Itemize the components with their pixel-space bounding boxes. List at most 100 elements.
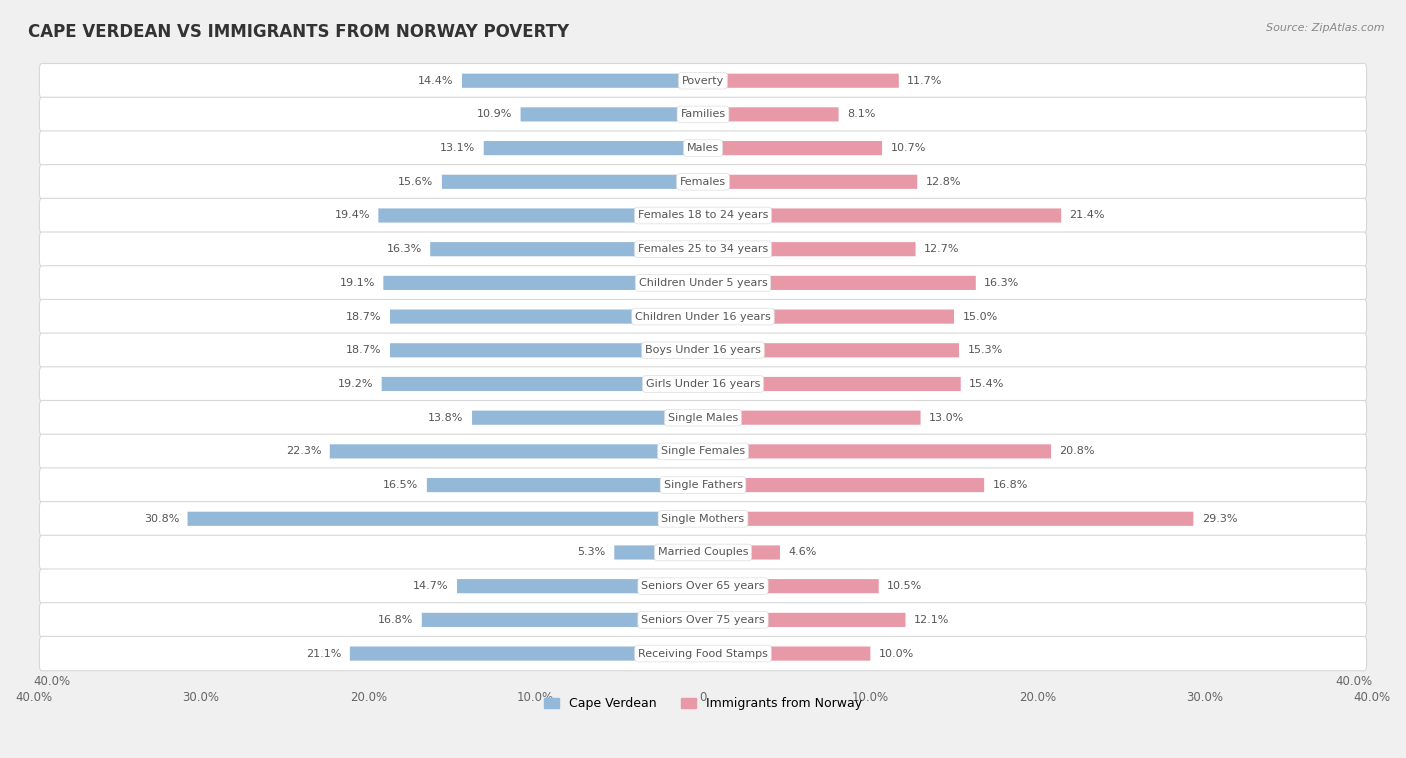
Text: CAPE VERDEAN VS IMMIGRANTS FROM NORWAY POVERTY: CAPE VERDEAN VS IMMIGRANTS FROM NORWAY P… — [28, 23, 569, 41]
Text: 12.1%: 12.1% — [914, 615, 949, 625]
Text: 22.3%: 22.3% — [285, 446, 322, 456]
FancyBboxPatch shape — [384, 276, 703, 290]
Text: Receiving Food Stamps: Receiving Food Stamps — [638, 649, 768, 659]
Text: Females 18 to 24 years: Females 18 to 24 years — [638, 211, 768, 221]
Legend: Cape Verdean, Immigrants from Norway: Cape Verdean, Immigrants from Norway — [538, 692, 868, 715]
FancyBboxPatch shape — [703, 175, 917, 189]
Text: Males: Males — [688, 143, 718, 153]
FancyBboxPatch shape — [422, 612, 703, 627]
FancyBboxPatch shape — [39, 434, 1367, 468]
Text: 13.8%: 13.8% — [429, 412, 464, 423]
FancyBboxPatch shape — [381, 377, 703, 391]
FancyBboxPatch shape — [39, 97, 1367, 132]
FancyBboxPatch shape — [39, 164, 1367, 199]
FancyBboxPatch shape — [703, 309, 955, 324]
FancyBboxPatch shape — [39, 468, 1367, 503]
Text: 10.9%: 10.9% — [477, 109, 512, 120]
FancyBboxPatch shape — [350, 647, 703, 661]
FancyBboxPatch shape — [378, 208, 703, 223]
FancyBboxPatch shape — [39, 400, 1367, 435]
FancyBboxPatch shape — [39, 232, 1367, 266]
Text: Boys Under 16 years: Boys Under 16 years — [645, 346, 761, 356]
Text: 21.1%: 21.1% — [307, 649, 342, 659]
Text: 15.4%: 15.4% — [969, 379, 1004, 389]
FancyBboxPatch shape — [703, 377, 960, 391]
FancyBboxPatch shape — [520, 108, 703, 121]
Text: Single Males: Single Males — [668, 412, 738, 423]
FancyBboxPatch shape — [427, 478, 703, 492]
FancyBboxPatch shape — [39, 64, 1367, 98]
Text: 10.7%: 10.7% — [890, 143, 925, 153]
FancyBboxPatch shape — [703, 108, 838, 121]
FancyBboxPatch shape — [703, 546, 780, 559]
Text: Seniors Over 65 years: Seniors Over 65 years — [641, 581, 765, 591]
Text: 19.4%: 19.4% — [335, 211, 370, 221]
Text: 10.5%: 10.5% — [887, 581, 922, 591]
FancyBboxPatch shape — [703, 208, 1062, 223]
FancyBboxPatch shape — [703, 647, 870, 661]
FancyBboxPatch shape — [614, 546, 703, 559]
Text: 15.3%: 15.3% — [967, 346, 1002, 356]
FancyBboxPatch shape — [39, 535, 1367, 570]
FancyBboxPatch shape — [39, 199, 1367, 233]
Text: Females: Females — [681, 177, 725, 186]
Text: 16.8%: 16.8% — [378, 615, 413, 625]
FancyBboxPatch shape — [703, 343, 959, 357]
Text: Single Females: Single Females — [661, 446, 745, 456]
Text: 8.1%: 8.1% — [846, 109, 876, 120]
Text: 18.7%: 18.7% — [346, 346, 381, 356]
Text: 16.5%: 16.5% — [384, 480, 419, 490]
FancyBboxPatch shape — [330, 444, 703, 459]
FancyBboxPatch shape — [389, 343, 703, 357]
FancyBboxPatch shape — [703, 579, 879, 594]
FancyBboxPatch shape — [703, 276, 976, 290]
Text: Single Mothers: Single Mothers — [661, 514, 745, 524]
Text: Children Under 16 years: Children Under 16 years — [636, 312, 770, 321]
Text: Single Fathers: Single Fathers — [664, 480, 742, 490]
FancyBboxPatch shape — [703, 242, 915, 256]
Text: 4.6%: 4.6% — [789, 547, 817, 557]
FancyBboxPatch shape — [703, 411, 921, 424]
Text: Seniors Over 75 years: Seniors Over 75 years — [641, 615, 765, 625]
FancyBboxPatch shape — [463, 74, 703, 88]
FancyBboxPatch shape — [484, 141, 703, 155]
Text: 18.7%: 18.7% — [346, 312, 381, 321]
Text: 15.0%: 15.0% — [963, 312, 998, 321]
FancyBboxPatch shape — [39, 569, 1367, 603]
Text: Females 25 to 34 years: Females 25 to 34 years — [638, 244, 768, 254]
Text: 29.3%: 29.3% — [1202, 514, 1237, 524]
FancyBboxPatch shape — [39, 502, 1367, 536]
Text: 5.3%: 5.3% — [578, 547, 606, 557]
Text: 16.3%: 16.3% — [984, 278, 1019, 288]
FancyBboxPatch shape — [703, 612, 905, 627]
Text: Married Couples: Married Couples — [658, 547, 748, 557]
FancyBboxPatch shape — [39, 637, 1367, 671]
FancyBboxPatch shape — [39, 299, 1367, 334]
Text: 11.7%: 11.7% — [907, 76, 942, 86]
FancyBboxPatch shape — [430, 242, 703, 256]
FancyBboxPatch shape — [703, 141, 882, 155]
Text: Source: ZipAtlas.com: Source: ZipAtlas.com — [1267, 23, 1385, 33]
Text: 12.8%: 12.8% — [925, 177, 962, 186]
FancyBboxPatch shape — [441, 175, 703, 189]
FancyBboxPatch shape — [703, 74, 898, 88]
FancyBboxPatch shape — [39, 266, 1367, 300]
FancyBboxPatch shape — [703, 478, 984, 492]
FancyBboxPatch shape — [457, 579, 703, 594]
Text: 14.7%: 14.7% — [413, 581, 449, 591]
Text: 21.4%: 21.4% — [1070, 211, 1105, 221]
Text: Girls Under 16 years: Girls Under 16 years — [645, 379, 761, 389]
FancyBboxPatch shape — [39, 603, 1367, 637]
Text: 20.8%: 20.8% — [1060, 446, 1095, 456]
Text: 40.0%: 40.0% — [1336, 675, 1372, 688]
Text: 10.0%: 10.0% — [879, 649, 914, 659]
FancyBboxPatch shape — [703, 512, 1194, 526]
FancyBboxPatch shape — [389, 309, 703, 324]
FancyBboxPatch shape — [39, 367, 1367, 401]
FancyBboxPatch shape — [39, 131, 1367, 165]
Text: 19.1%: 19.1% — [340, 278, 375, 288]
Text: 40.0%: 40.0% — [34, 675, 70, 688]
FancyBboxPatch shape — [703, 444, 1052, 459]
Text: 30.8%: 30.8% — [143, 514, 179, 524]
FancyBboxPatch shape — [472, 411, 703, 424]
